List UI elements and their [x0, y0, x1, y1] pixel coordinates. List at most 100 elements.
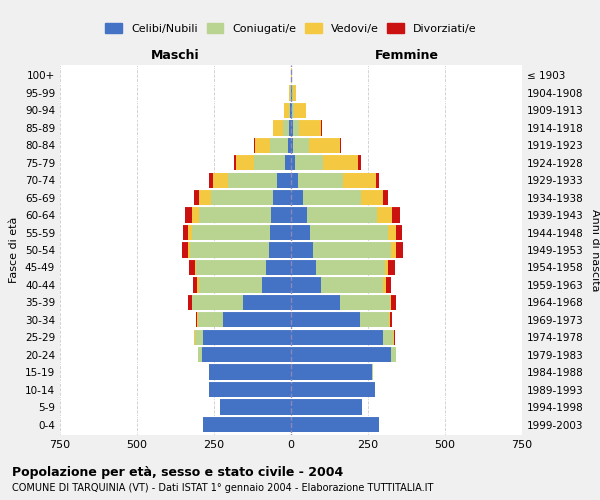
Bar [193, 277, 197, 292]
Y-axis label: Anni di nascita: Anni di nascita [590, 209, 600, 291]
Bar [375, 382, 376, 398]
Bar [360, 312, 389, 328]
Bar [310, 138, 340, 153]
Bar [195, 260, 196, 275]
Bar [269, 242, 291, 258]
Bar [291, 190, 303, 206]
Bar [388, 260, 395, 275]
Bar [391, 347, 396, 362]
Bar [377, 208, 392, 223]
Bar [272, 190, 291, 206]
Bar [193, 294, 243, 310]
Bar [291, 138, 293, 153]
Bar [220, 400, 291, 415]
Bar [254, 155, 285, 170]
Bar [291, 364, 371, 380]
Bar [291, 330, 383, 345]
Bar [291, 225, 310, 240]
Bar [385, 260, 388, 275]
Bar [194, 190, 199, 206]
Bar [202, 347, 291, 362]
Bar [285, 155, 291, 170]
Bar [188, 242, 190, 258]
Bar [371, 364, 373, 380]
Bar [394, 330, 395, 345]
Bar [307, 208, 377, 223]
Bar [188, 294, 191, 310]
Bar [223, 312, 291, 328]
Bar [291, 382, 375, 398]
Bar [236, 155, 254, 170]
Bar [323, 155, 358, 170]
Bar [196, 260, 266, 275]
Bar [392, 208, 400, 223]
Bar [262, 277, 291, 292]
Bar [284, 102, 289, 118]
Bar [388, 225, 396, 240]
Bar [383, 190, 388, 206]
Bar [273, 120, 274, 136]
Bar [283, 120, 289, 136]
Bar [393, 330, 394, 345]
Text: Popolazione per età, sesso e stato civile - 2004: Popolazione per età, sesso e stato civil… [12, 466, 343, 479]
Bar [190, 242, 269, 258]
Bar [243, 294, 291, 310]
Y-axis label: Fasce di età: Fasce di età [10, 217, 19, 283]
Bar [291, 85, 292, 100]
Bar [292, 85, 293, 100]
Bar [383, 330, 393, 345]
Bar [299, 120, 322, 136]
Bar [340, 294, 389, 310]
Bar [228, 172, 277, 188]
Bar [190, 260, 195, 275]
Bar [291, 347, 391, 362]
Bar [310, 225, 388, 240]
Bar [293, 138, 310, 153]
Bar [291, 400, 362, 415]
Bar [343, 172, 376, 188]
Bar [289, 120, 291, 136]
Bar [194, 330, 203, 345]
Bar [185, 208, 192, 223]
Bar [291, 294, 340, 310]
Bar [203, 330, 291, 345]
Bar [291, 102, 292, 118]
Bar [291, 277, 321, 292]
Text: COMUNE DI TARQUINIA (VT) - Dati ISTAT 1° gennaio 2004 - Elaborazione TUTTITALIA.: COMUNE DI TARQUINIA (VT) - Dati ISTAT 1°… [12, 483, 433, 493]
Bar [386, 277, 391, 292]
Bar [396, 225, 403, 240]
Bar [183, 225, 188, 240]
Bar [291, 242, 313, 258]
Bar [288, 138, 291, 153]
Bar [291, 155, 295, 170]
Bar [293, 85, 296, 100]
Bar [291, 312, 360, 328]
Bar [321, 277, 383, 292]
Bar [389, 312, 392, 328]
Bar [209, 364, 291, 380]
Bar [266, 260, 291, 275]
Bar [199, 208, 271, 223]
Text: Femmine: Femmine [374, 50, 439, 62]
Bar [340, 138, 341, 153]
Bar [295, 102, 306, 118]
Bar [289, 102, 290, 118]
Bar [198, 312, 223, 328]
Bar [295, 155, 323, 170]
Bar [203, 417, 291, 432]
Bar [196, 312, 197, 328]
Bar [182, 242, 188, 258]
Bar [199, 190, 211, 206]
Bar [211, 190, 272, 206]
Bar [391, 242, 397, 258]
Bar [277, 172, 291, 188]
Bar [191, 294, 193, 310]
Bar [291, 120, 293, 136]
Bar [376, 172, 379, 188]
Bar [197, 277, 199, 292]
Bar [213, 172, 228, 188]
Bar [389, 294, 391, 310]
Bar [383, 277, 386, 292]
Bar [290, 102, 291, 118]
Bar [293, 120, 299, 136]
